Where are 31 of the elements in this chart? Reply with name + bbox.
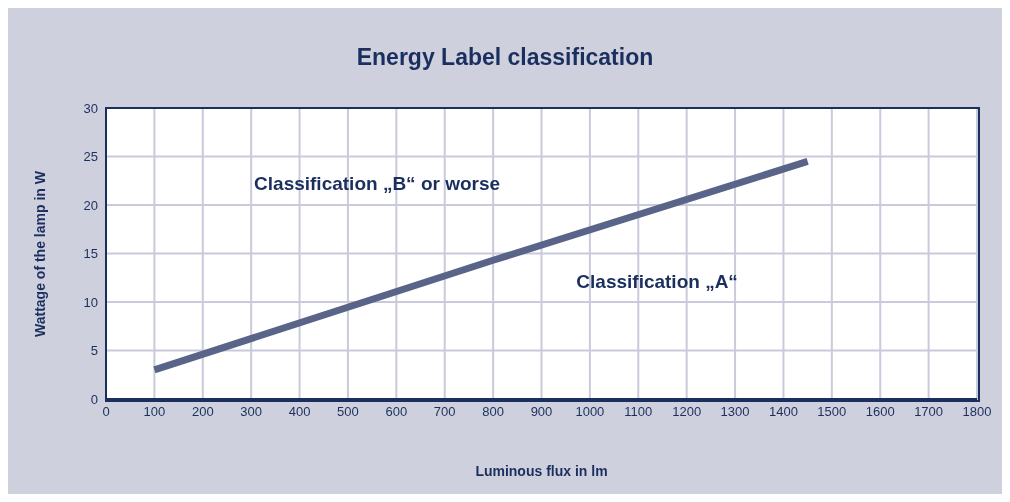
chart-title: Energy Label classification [355, 44, 655, 71]
x-tick-label: 1800 [962, 404, 992, 420]
x-tick-label: 700 [433, 404, 456, 420]
y-axis-title: Wattage of the lamp in W [32, 169, 49, 339]
x-axis-title: Luminous flux in lm [474, 463, 609, 479]
x-tick-label: 900 [530, 404, 553, 420]
y-tick-label: 30 [83, 100, 98, 116]
x-tick-label: 1000 [575, 404, 605, 420]
annotation: Classification „A“ [576, 270, 738, 293]
x-tick-label: 300 [240, 404, 263, 420]
x-tick-label: 500 [337, 404, 359, 420]
x-tick-label: 1200 [672, 404, 702, 420]
x-tick-label: 400 [288, 404, 311, 420]
x-tick-label: 1500 [817, 404, 847, 420]
annotation: Classification „B“ or worse [254, 173, 501, 196]
x-tick-label: 1600 [865, 404, 895, 420]
y-tick-label: 15 [83, 246, 98, 262]
x-tick-label: 1300 [720, 404, 750, 420]
x-tick-label: 0 [102, 404, 110, 420]
x-tick-label: 100 [143, 404, 166, 420]
x-tick-label: 1100 [624, 404, 653, 420]
y-tick-label: 5 [90, 343, 98, 359]
x-tick-label: 1400 [768, 404, 798, 420]
y-tick-label: 10 [83, 294, 98, 310]
x-tick-label: 600 [385, 404, 408, 420]
y-tick-label: 0 [90, 391, 98, 407]
x-tick-label: 800 [482, 404, 504, 420]
y-tick-label: 25 [83, 149, 98, 165]
x-tick-label: 1700 [914, 404, 944, 420]
y-tick-label: 20 [83, 197, 98, 213]
x-tick-label: 200 [191, 404, 214, 420]
